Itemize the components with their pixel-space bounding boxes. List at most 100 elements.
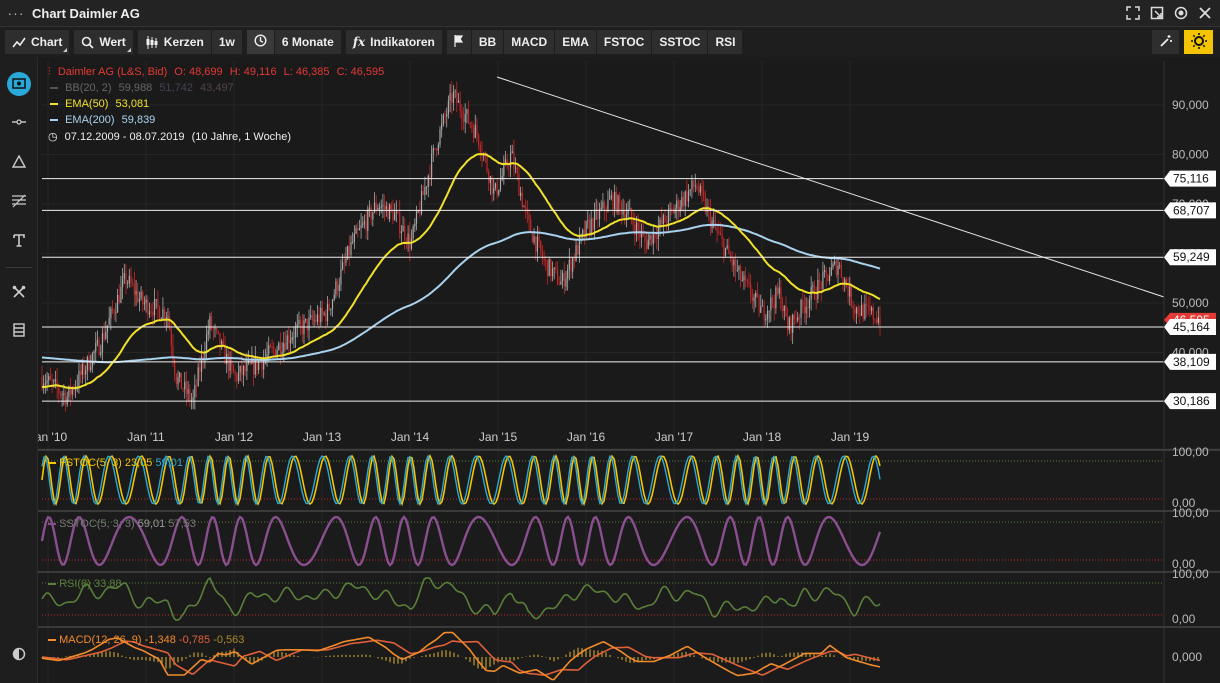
sidebar-chart-tool[interactable] xyxy=(7,72,31,96)
macd-panel[interactable]: 0,000 xyxy=(38,626,1220,681)
candle-body xyxy=(575,245,577,261)
candle-body xyxy=(365,221,367,231)
macd-bar xyxy=(529,655,531,657)
sstoc-panel[interactable]: 100,00 0,00 xyxy=(38,506,1220,571)
draw-tools-button[interactable] xyxy=(1152,30,1180,54)
macd-bar xyxy=(629,657,631,663)
sidebar-text-tool[interactable] xyxy=(7,229,31,253)
candle-body xyxy=(130,275,132,284)
time-axis-label: Jan '14 xyxy=(391,430,430,444)
indicators-button[interactable]: fx Indikatoren xyxy=(345,30,443,54)
price-axis-label: 50,000 xyxy=(1172,296,1209,310)
candle-body xyxy=(703,191,705,197)
candle-body xyxy=(588,220,591,234)
indicator-fstoc-button[interactable]: FSTOC xyxy=(596,30,653,54)
candle-body xyxy=(874,319,876,321)
fstoc-line-1 xyxy=(41,454,881,507)
macd-bar xyxy=(829,653,831,657)
candle-body xyxy=(755,292,757,298)
theme-toggle-button[interactable] xyxy=(1184,30,1214,54)
interval-button[interactable]: 1w xyxy=(211,30,243,54)
sstoc-legend: SSTOC(5, 3, 3) 59,01 57,53 xyxy=(48,518,196,530)
level-label[interactable]: 59,249 xyxy=(1164,249,1216,266)
macd-value3: -0,563 xyxy=(213,634,245,646)
candle-body xyxy=(516,167,518,174)
time-range-icon-button[interactable] xyxy=(246,30,275,54)
chart-type-button[interactable]: Chart xyxy=(5,30,71,54)
candle-body xyxy=(635,222,638,235)
candle-body xyxy=(674,208,676,214)
value-search-button[interactable]: Wert xyxy=(74,30,134,54)
candle-body xyxy=(320,307,322,323)
macd-bar xyxy=(605,652,607,657)
level-label[interactable]: 30,186 xyxy=(1164,393,1216,410)
price-panel[interactable] xyxy=(41,61,1165,683)
candle-body xyxy=(486,157,488,172)
indicator-bb-button[interactable]: BB xyxy=(471,30,505,54)
indicator-sstoc-button[interactable]: SSTOC xyxy=(652,30,709,54)
candle-body xyxy=(301,324,303,335)
support-resistance-lines[interactable] xyxy=(42,178,1164,402)
sidebar-line-tool[interactable] xyxy=(7,111,31,135)
rsi-swatch xyxy=(48,583,56,586)
candle-body xyxy=(484,154,486,158)
level-label[interactable]: 68,707 xyxy=(1164,202,1216,219)
candle-body xyxy=(436,148,438,151)
macd-value2: -0,785 xyxy=(178,634,211,646)
candle-body xyxy=(800,300,802,318)
macd-bar xyxy=(121,655,123,657)
candle-body xyxy=(624,210,626,220)
time-range-button[interactable]: 6 Monate xyxy=(274,30,342,54)
candles-button[interactable]: Kerzen xyxy=(137,30,212,54)
rsi-panel[interactable]: 100,00 0,00 xyxy=(38,567,1220,626)
candle-body xyxy=(736,269,738,271)
indicator-macd-button[interactable]: MACD xyxy=(504,30,556,54)
macd-bar xyxy=(377,657,379,659)
macd-bar xyxy=(585,648,587,657)
level-label[interactable]: 45,164 xyxy=(1164,318,1216,335)
bookmark-button[interactable] xyxy=(446,30,472,54)
line-chart-icon xyxy=(12,36,26,48)
fstoc-panel[interactable]: 100,00 0,00 xyxy=(38,445,1220,510)
indicator-rsi-button[interactable]: RSI xyxy=(708,30,744,54)
candle-body xyxy=(654,232,656,239)
candle-body xyxy=(404,225,406,241)
trend-line[interactable] xyxy=(496,76,1165,298)
macd-bar xyxy=(281,652,283,657)
candle-body xyxy=(316,314,319,322)
fullscreen-icon[interactable] xyxy=(1124,4,1142,22)
sidebar-template-tool[interactable] xyxy=(7,319,31,343)
candle-body xyxy=(859,313,861,316)
indicator-ema-button[interactable]: EMA xyxy=(555,30,597,54)
sidebar-shape-tool[interactable] xyxy=(7,151,31,175)
sidebar-settings-tool[interactable] xyxy=(7,281,31,305)
sidebar-contrast-tool[interactable] xyxy=(7,643,31,667)
candle-body xyxy=(750,284,752,297)
candle-body xyxy=(741,280,743,281)
candle-body xyxy=(258,361,260,371)
candle-body xyxy=(551,269,554,277)
window-menu-icon[interactable]: ··· xyxy=(7,5,25,21)
macd-bar xyxy=(329,655,331,657)
candle-body xyxy=(812,285,814,287)
record-icon[interactable] xyxy=(1172,4,1190,22)
chart-area[interactable]: Jan '10 Jan '11 Jan '12 Jan '13 Jan '14 Jan '… xyxy=(29,57,1220,683)
macd-bar xyxy=(645,657,647,660)
chart-canvas[interactable]: Jan '10 Jan '11 Jan '12 Jan '13 Jan '14 Jan '… xyxy=(29,57,1220,683)
panel-axis-bottom: 0,00 xyxy=(1172,557,1196,571)
level-label[interactable]: 75,116 xyxy=(1164,170,1216,187)
candle-body xyxy=(224,343,226,364)
level-label[interactable]: 38,109 xyxy=(1164,353,1216,370)
popout-icon[interactable] xyxy=(1148,4,1166,22)
candle-body xyxy=(504,159,507,164)
macd-bar xyxy=(425,654,427,657)
close-icon[interactable] xyxy=(1196,4,1214,22)
candle-body xyxy=(567,269,569,279)
candle-body xyxy=(479,145,481,153)
level-label-text: 68,707 xyxy=(1173,203,1210,217)
candle-body xyxy=(746,280,748,282)
sidebar-fib-tool[interactable] xyxy=(7,190,31,214)
candle-body xyxy=(283,343,285,352)
candle-body xyxy=(378,207,381,209)
